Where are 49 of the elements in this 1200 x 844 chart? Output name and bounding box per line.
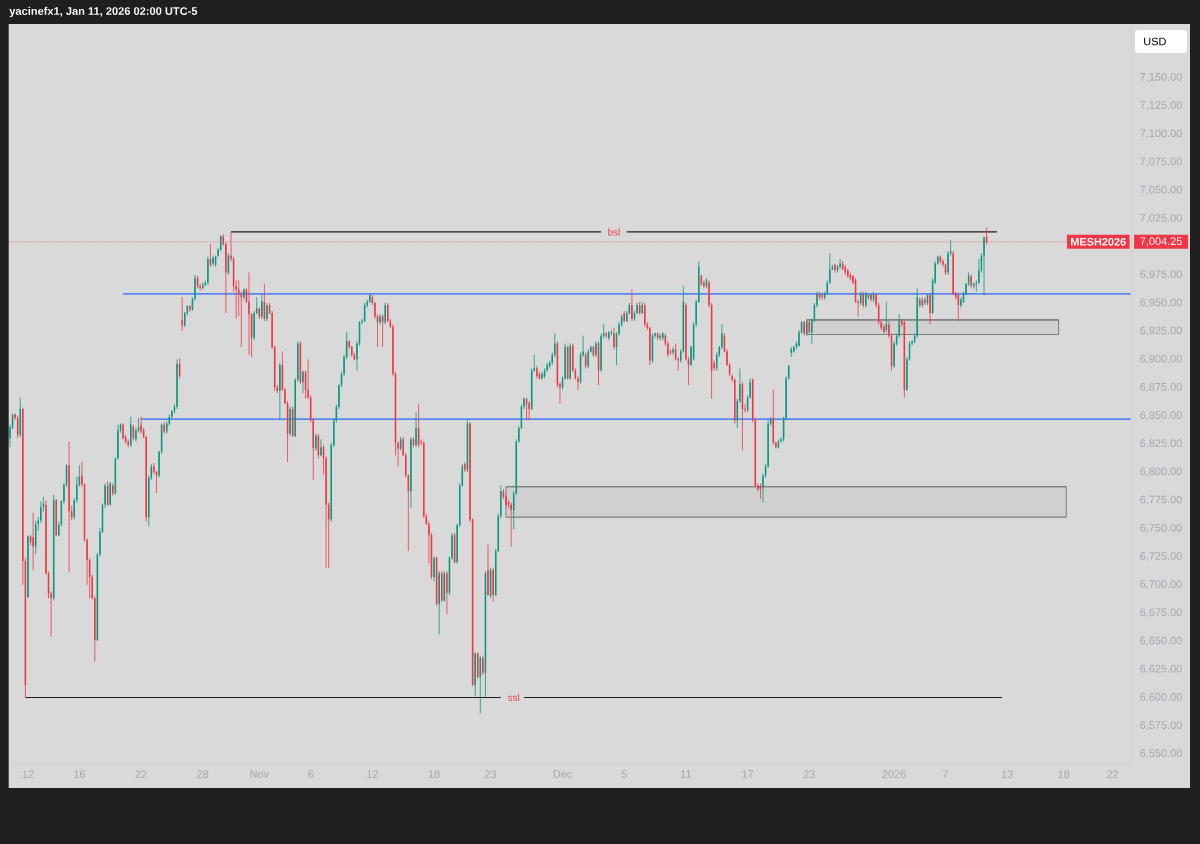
- candlestick: [793, 345, 795, 353]
- candlestick: [438, 570, 440, 635]
- chart-title: yacinefx1, Jan 11, 2026 02:00 UTC-5: [9, 6, 198, 18]
- candlestick: [883, 323, 885, 334]
- candlestick: [261, 293, 263, 320]
- candlestick: [446, 570, 448, 615]
- legend-label: MESH2026: [1071, 237, 1126, 246]
- candlestick: [109, 481, 111, 507]
- candlestick: [189, 304, 191, 313]
- series-label: bsl: [608, 228, 620, 236]
- ref-line-label: 7,004.25: [1140, 237, 1182, 247]
- candlestick: [605, 331, 608, 339]
- candlestick: [289, 406, 291, 437]
- candlestick: [433, 556, 435, 582]
- candlestick: [924, 296, 926, 306]
- candlestick: [464, 461, 466, 473]
- candlestick: [983, 236, 985, 296]
- candlestick: [279, 362, 281, 421]
- candlestick: [608, 330, 610, 341]
- y-axis-title: USD: [1144, 37, 1166, 46]
- candlestick: [181, 296, 183, 332]
- candlestick: [315, 433, 317, 452]
- candlestick: [379, 313, 381, 325]
- candlestick: [972, 282, 975, 289]
- candlestick: [510, 502, 512, 547]
- candlestick: [127, 438, 129, 448]
- candlestick: [662, 331, 664, 341]
- candlestick: [844, 264, 847, 276]
- candlestick: [140, 416, 142, 435]
- candlestick: [952, 250, 954, 296]
- candlestick: [384, 302, 386, 325]
- candlestick: [474, 652, 476, 697]
- candlestick: [476, 652, 479, 679]
- candlestick: [176, 358, 178, 410]
- candlestick: [163, 422, 165, 435]
- candlestick: [207, 256, 209, 286]
- series-label: ssl: [507, 693, 520, 702]
- candlestick: [623, 310, 625, 323]
- candlestick: [839, 258, 841, 270]
- candlestick: [528, 400, 530, 421]
- candlestick: [112, 482, 114, 497]
- candlestick: [302, 370, 304, 394]
- candlestick: [482, 655, 484, 676]
- candlestick: [644, 302, 646, 328]
- candlestick: [68, 441, 70, 573]
- candlestick: [960, 296, 962, 308]
- candlestick: [243, 287, 245, 300]
- candlestick: [533, 354, 536, 373]
- candlestick: [320, 438, 322, 457]
